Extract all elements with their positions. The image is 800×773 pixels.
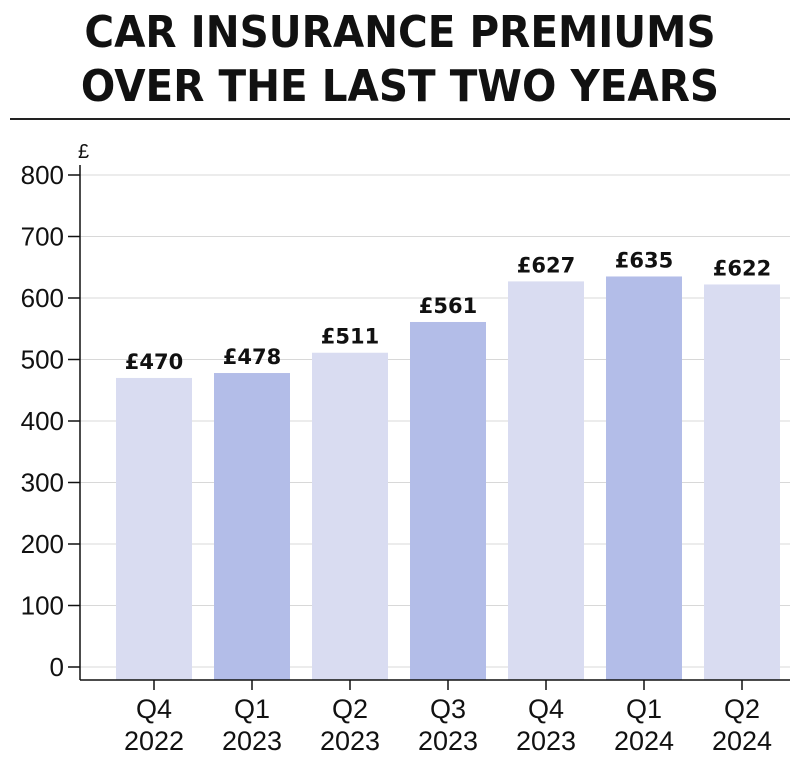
bar xyxy=(214,373,290,680)
data-label: £627 xyxy=(517,253,575,277)
bar xyxy=(116,377,192,680)
y-tick-label: 600 xyxy=(21,283,64,313)
bar xyxy=(312,352,388,680)
x-tick-label-quarter: Q1 xyxy=(234,694,270,724)
title-line-2: OVER THE LAST TWO YEARS xyxy=(80,61,720,112)
x-tick-label-year: 2022 xyxy=(124,726,184,756)
title-divider xyxy=(10,118,790,120)
x-tick-label-quarter: Q2 xyxy=(332,694,368,724)
x-tick-label-year: 2023 xyxy=(320,726,380,756)
y-tick-label: 800 xyxy=(21,160,64,190)
y-unit-label: £ xyxy=(78,141,89,163)
data-labels: £470 £478 £511 £561 £627 £635 £622 xyxy=(125,248,771,373)
bar xyxy=(704,284,780,680)
x-tick-label-quarter: Q2 xyxy=(724,694,760,724)
bar xyxy=(410,321,486,680)
y-tick-label: 500 xyxy=(21,345,64,375)
y-axis: 0 100 200 300 400 500 600 700 800 xyxy=(21,160,81,682)
data-label: £561 xyxy=(419,294,477,318)
x-tick-label-quarter: Q4 xyxy=(136,694,172,724)
data-label: £478 xyxy=(223,345,281,369)
x-tick-label-quarter: Q4 xyxy=(528,694,564,724)
x-tick-label-year: 2023 xyxy=(516,726,576,756)
y-tick-label: 700 xyxy=(21,222,64,252)
x-tick-label-quarter: Q3 xyxy=(430,694,466,724)
x-axis: Q42022Q12023Q22023Q32023Q42023Q12024Q220… xyxy=(80,679,790,756)
bars xyxy=(116,276,780,680)
data-label: £635 xyxy=(615,248,673,272)
x-tick-label-year: 2023 xyxy=(418,726,478,756)
y-tick-label: 300 xyxy=(21,468,64,498)
x-tick-label-year: 2024 xyxy=(614,726,674,756)
chart-title: CAR INSURANCE PREMIUMS OVER THE LAST TWO… xyxy=(0,6,800,114)
y-tick-label: 200 xyxy=(21,529,64,559)
x-tick-label-quarter: Q1 xyxy=(626,694,662,724)
title-line-1: CAR INSURANCE PREMIUMS xyxy=(84,7,716,58)
bar xyxy=(508,281,584,680)
x-tick-label-year: 2023 xyxy=(222,726,282,756)
data-label: £511 xyxy=(321,325,379,349)
data-label: £622 xyxy=(713,256,771,280)
bar xyxy=(606,276,682,680)
y-tick-label: 100 xyxy=(21,591,64,621)
y-tick-label: 400 xyxy=(21,406,64,436)
x-tick-label-year: 2024 xyxy=(712,726,772,756)
y-tick-label: 0 xyxy=(50,652,64,682)
data-label: £470 xyxy=(125,350,183,374)
